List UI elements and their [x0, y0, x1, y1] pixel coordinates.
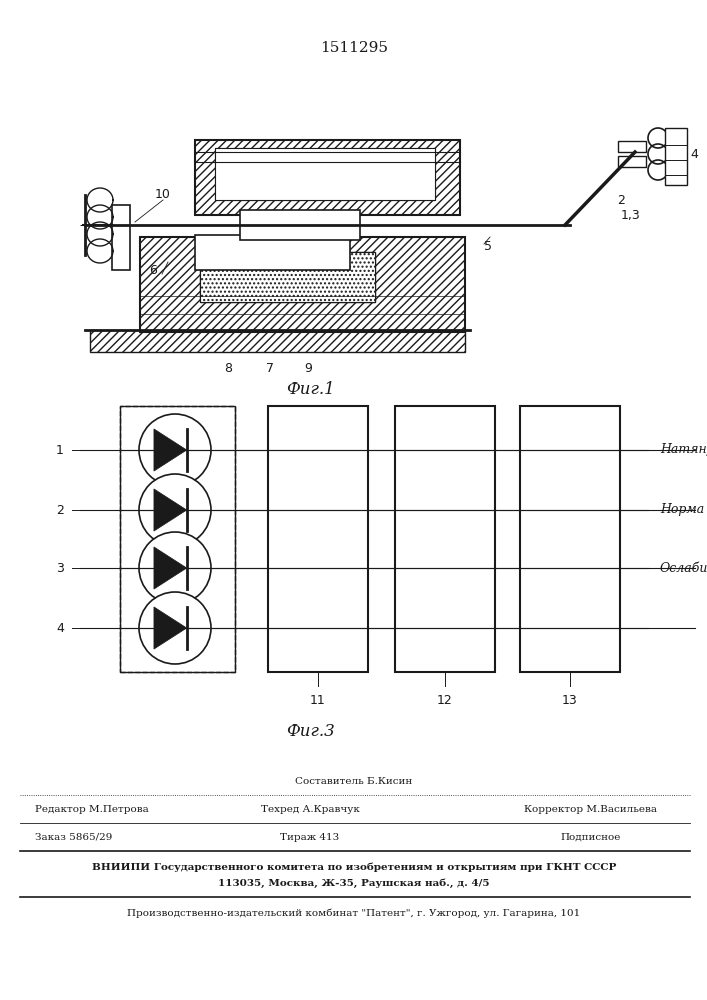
Text: Заказ 5865/29: Заказ 5865/29	[35, 832, 112, 842]
Text: 13: 13	[562, 694, 578, 706]
Bar	[112, 205, 130, 270]
Circle shape	[139, 532, 211, 604]
Text: 1,3: 1,3	[621, 209, 641, 222]
Text: Тираж 413: Тираж 413	[281, 832, 339, 842]
Text: ВНИИПИ Государственного комитета по изобретениям и открытиям при ГКНТ СССР: ВНИИПИ Государственного комитета по изоб…	[92, 862, 617, 872]
Polygon shape	[154, 429, 187, 471]
Text: Фиг.1: Фиг.1	[286, 381, 334, 398]
Text: Ослабить: Ослабить	[660, 562, 707, 574]
Bar	[200, 252, 375, 302]
Text: 5: 5	[484, 240, 492, 253]
Text: Фиг.3: Фиг.3	[286, 724, 334, 740]
Text: 9: 9	[304, 361, 312, 374]
Text: Подписное: Подписное	[560, 832, 620, 842]
Text: Составитель Б.Кисин: Составитель Б.Кисин	[296, 776, 413, 786]
Bar	[195, 235, 350, 270]
Text: Производственно-издательский комбинат "Патент", г. Ужгород, ул. Гагарина, 101: Производственно-издательский комбинат "П…	[127, 908, 580, 918]
Text: 1511295: 1511295	[320, 41, 388, 55]
Text: Натянуть: Натянуть	[660, 444, 707, 456]
Bar	[240, 210, 360, 240]
Text: 113035, Москва, Ж-35, Раушская наб., д. 4/5: 113035, Москва, Ж-35, Раушская наб., д. …	[218, 878, 490, 888]
Bar	[120, 406, 235, 672]
Text: 11: 11	[310, 694, 326, 706]
Text: 7: 7	[266, 361, 274, 374]
Bar	[618, 156, 646, 167]
Bar	[665, 128, 687, 185]
Text: Корректор М.Васильева: Корректор М.Васильева	[523, 804, 657, 814]
Text: 2: 2	[617, 194, 625, 207]
Bar	[618, 141, 646, 152]
Text: 10: 10	[155, 188, 171, 202]
Text: 12: 12	[437, 694, 453, 706]
Bar	[195, 140, 460, 215]
Text: 4: 4	[690, 148, 698, 161]
Circle shape	[139, 474, 211, 546]
Text: 8: 8	[224, 361, 232, 374]
Text: Техред А.Кравчук: Техред А.Кравчук	[261, 804, 359, 814]
Bar	[215, 148, 435, 200]
Text: Редактор М.Петрова: Редактор М.Петрова	[35, 804, 148, 814]
Text: 6: 6	[149, 263, 157, 276]
Bar	[140, 237, 465, 332]
Bar	[120, 406, 235, 672]
Text: 3: 3	[56, 562, 64, 574]
Bar	[268, 406, 368, 672]
Text: 4: 4	[56, 621, 64, 635]
Circle shape	[139, 592, 211, 664]
Text: Норма: Норма	[660, 504, 704, 516]
Bar	[90, 330, 465, 352]
Bar	[200, 252, 375, 302]
Text: 2: 2	[56, 504, 64, 516]
Polygon shape	[154, 489, 187, 531]
Bar	[215, 148, 435, 200]
Polygon shape	[154, 607, 187, 649]
Text: 1: 1	[56, 444, 64, 456]
Bar	[395, 406, 495, 672]
Bar	[520, 406, 620, 672]
Polygon shape	[154, 547, 187, 589]
Circle shape	[139, 414, 211, 486]
